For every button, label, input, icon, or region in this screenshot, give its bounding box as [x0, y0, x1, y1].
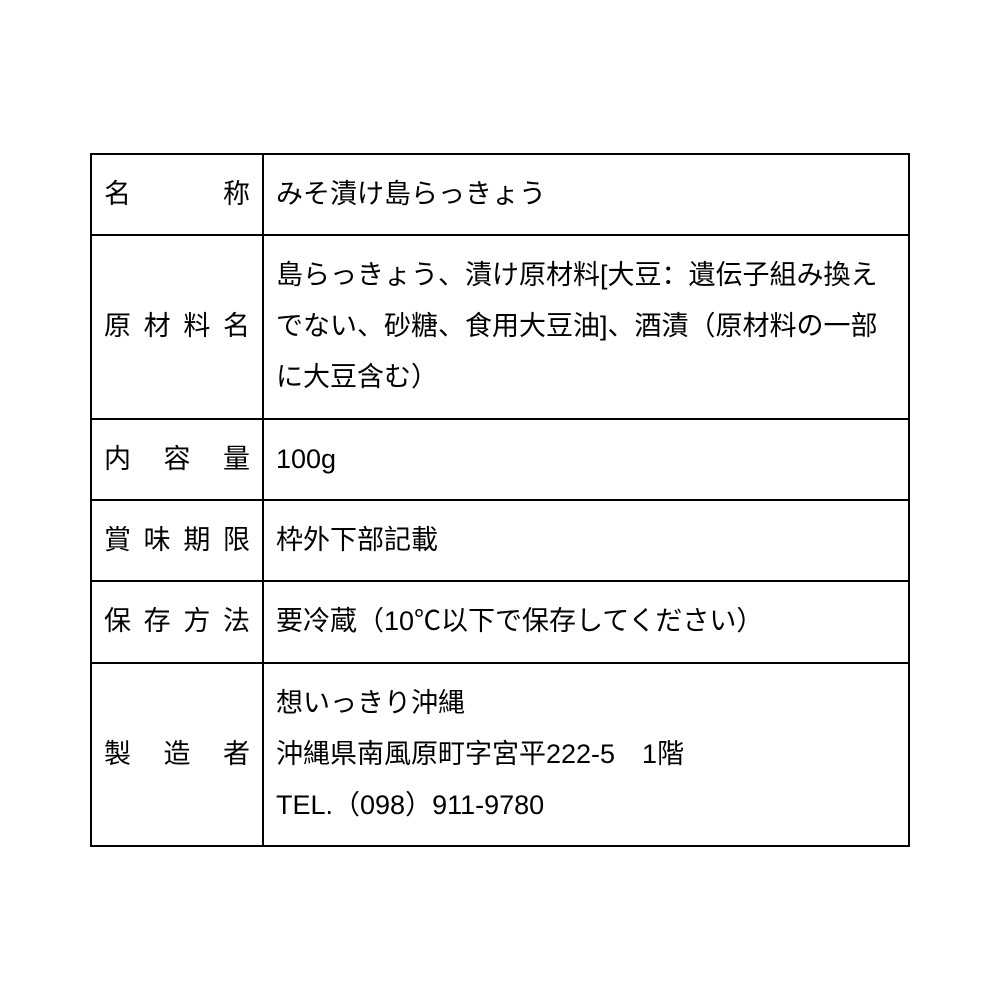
table-body: 名称みそ漬け島らっきょう原材料名島らっきょう、漬け原材料[大豆：遺伝子組み換えで… [91, 154, 909, 847]
table-row: 製造者想いっきり沖縄沖縄県南風原町字宮平222-5 1階TEL.（098）911… [91, 663, 909, 847]
row-value: 100g [263, 419, 909, 500]
row-value: 島らっきょう、漬け原材料[大豆：遺伝子組み換えでない、砂糖、食用大豆油]、酒漬（… [263, 235, 909, 419]
row-label: 原材料名 [91, 235, 263, 419]
table-row: 保存方法要冷蔵（10℃以下で保存してください） [91, 581, 909, 662]
row-value: 枠外下部記載 [263, 500, 909, 581]
row-label: 製造者 [91, 663, 263, 847]
row-label: 保存方法 [91, 581, 263, 662]
row-value: 想いっきり沖縄沖縄県南風原町字宮平222-5 1階TEL.（098）911-97… [263, 663, 909, 847]
table-row: 内容量100g [91, 419, 909, 500]
row-label: 賞味期限 [91, 500, 263, 581]
food-label-table: 名称みそ漬け島らっきょう原材料名島らっきょう、漬け原材料[大豆：遺伝子組み換えで… [90, 153, 910, 848]
row-value: みそ漬け島らっきょう [263, 154, 909, 235]
row-label: 内容量 [91, 419, 263, 500]
table-row: 賞味期限枠外下部記載 [91, 500, 909, 581]
row-value: 要冷蔵（10℃以下で保存してください） [263, 581, 909, 662]
row-label: 名称 [91, 154, 263, 235]
table-row: 名称みそ漬け島らっきょう [91, 154, 909, 235]
table-row: 原材料名島らっきょう、漬け原材料[大豆：遺伝子組み換えでない、砂糖、食用大豆油]… [91, 235, 909, 419]
